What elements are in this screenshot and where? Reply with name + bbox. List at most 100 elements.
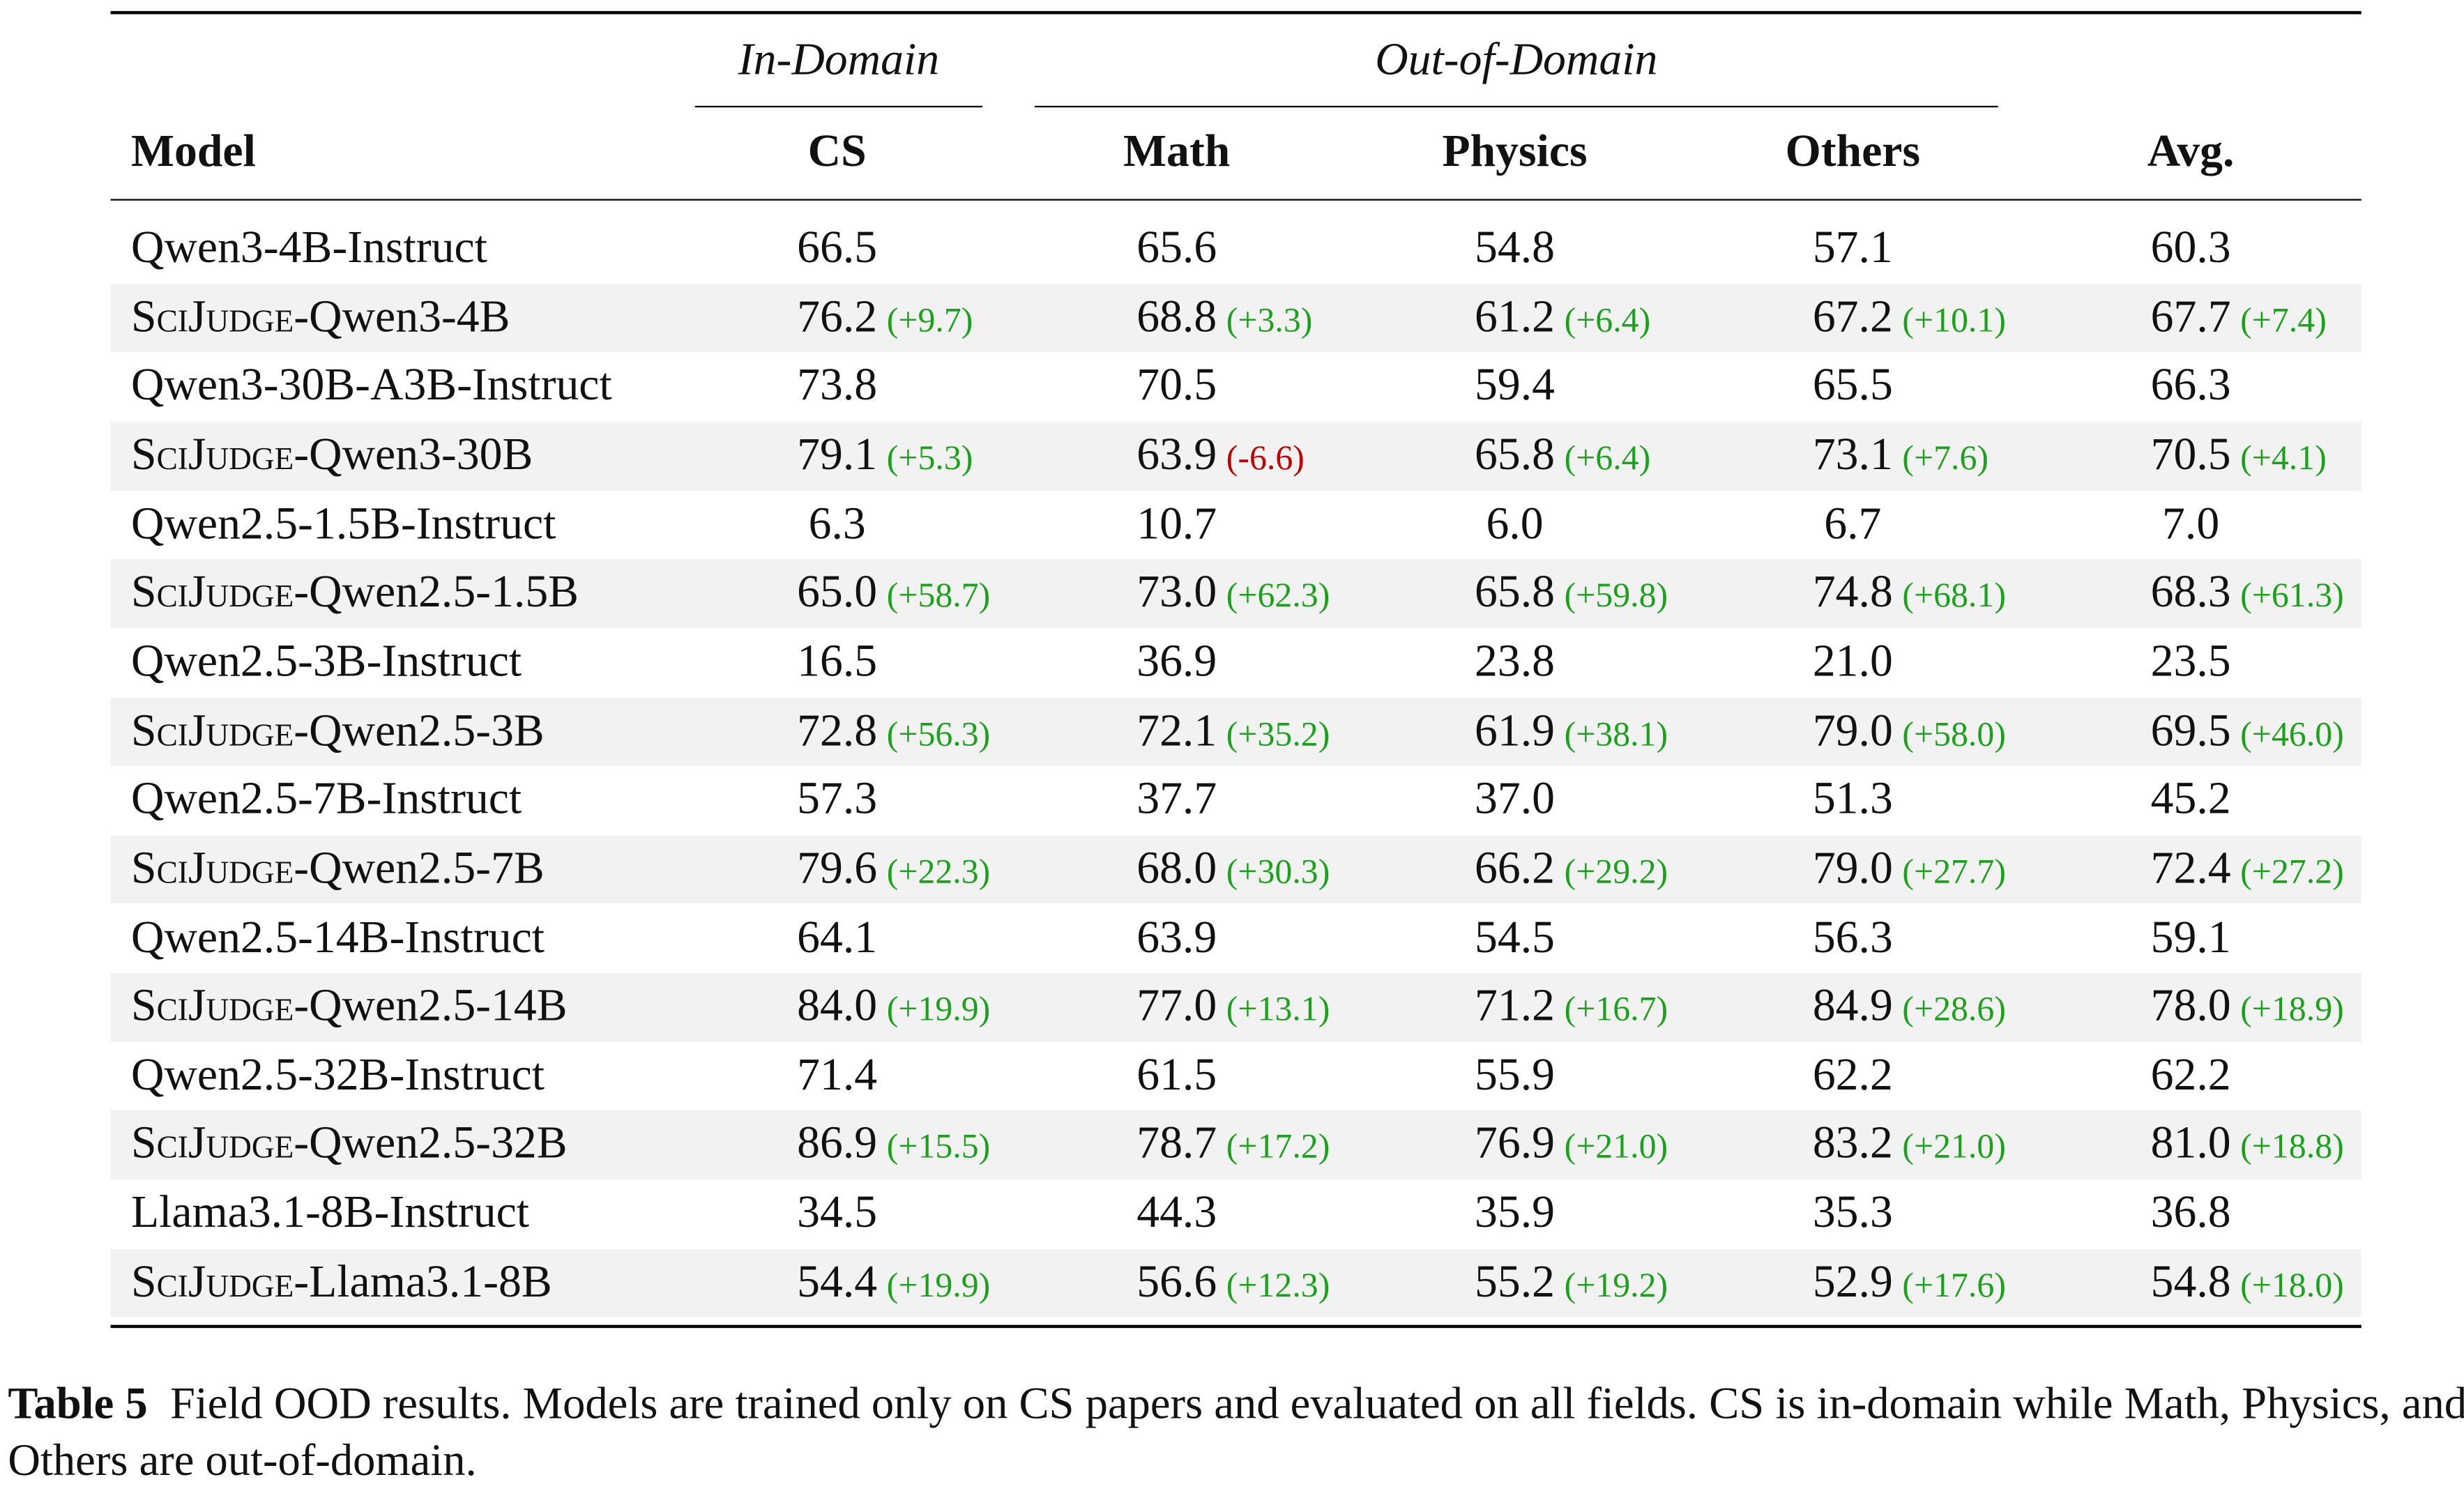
score-cell: 44.3	[1136, 1179, 1217, 1248]
model-suffix: -Qwen2.5-14B	[294, 981, 568, 1032]
score-cell: 37.0	[1475, 766, 1555, 835]
model-suffix: -Llama3.1-8B	[294, 1256, 552, 1308]
score-value: 54.8	[1475, 222, 1556, 273]
score-cell: 79.6 (+22.3)	[797, 835, 990, 904]
table-row: Qwen2.5-1.5B-Instruct 6.3 10.7 6.0 6.7 7.0	[111, 491, 2362, 560]
score-cell: 67.7 (+7.4)	[2151, 284, 2327, 353]
score-value: 23.5	[2150, 636, 2231, 687]
score-value: 71.2	[1475, 981, 1556, 1032]
score-value: 55.9	[1475, 1050, 1556, 1101]
score-cell: 35.9	[1475, 1179, 1555, 1248]
model-suffix: Qwen2.5-14B-Instruct	[131, 912, 545, 963]
score-cell: 76.2 (+9.7)	[797, 284, 973, 353]
score-cell: 21.0	[1813, 628, 1893, 697]
score-cell: 65.8 (+59.8)	[1475, 560, 1668, 629]
score-cell: 68.3 (+61.3)	[2151, 560, 2344, 629]
score-value: 10.7	[1136, 498, 1217, 549]
score-delta: (+4.1)	[2240, 437, 2327, 477]
score-cell: 7.0	[2162, 491, 2219, 560]
score-cell: 78.7 (+17.2)	[1136, 1111, 1330, 1180]
score-delta: (+6.4)	[1564, 299, 1651, 339]
model-suffix: Qwen2.5-3B-Instruct	[131, 636, 522, 687]
model-suffix: -Qwen2.5-32B	[294, 1118, 568, 1170]
table-row: SciJudge-Qwen3-30B 79.1 (+5.3) 63.9 (-6.6) 65…	[110, 421, 2362, 491]
score-delta: (+3.3)	[1226, 299, 1313, 339]
score-cell: 56.6 (+12.3)	[1136, 1248, 1330, 1317]
score-value: 84.9	[1812, 981, 1893, 1032]
score-delta: (+59.8)	[1564, 575, 1668, 615]
model-prefix: SciJudge	[131, 843, 294, 894]
score-delta: (+15.5)	[886, 1126, 991, 1166]
score-value: 78.7	[1136, 1118, 1217, 1170]
score-delta: (+61.3)	[2240, 575, 2344, 615]
score-delta: (+6.4)	[1564, 437, 1651, 477]
model-suffix: Llama3.1-8B-Instruct	[131, 1187, 530, 1239]
score-delta: (+30.3)	[1226, 850, 1330, 891]
score-cell: 65.8 (+6.4)	[1475, 422, 1650, 491]
model-name: Qwen3-30B-A3B-Instruct	[131, 353, 612, 422]
table-row: SciJudge-Qwen2.5-3B 72.8 (+56.3) 72.1 (+35.2…	[110, 697, 2362, 767]
score-value: 51.3	[1812, 774, 1893, 825]
table-row: Llama3.1-8B-Instruct 34.5 44.3 35.9 35.3 36.8	[111, 1179, 2362, 1248]
score-value: 68.0	[1136, 843, 1217, 894]
score-value: 72.4	[2150, 843, 2231, 894]
score-cell: 54.5	[1475, 904, 1555, 973]
model-suffix: -Qwen2.5-7B	[294, 843, 545, 894]
score-delta: (+5.3)	[886, 437, 973, 477]
score-cell: 61.5	[1136, 1042, 1217, 1111]
header-others: Others	[1785, 126, 1921, 177]
model-name: SciJudge-Qwen2.5-14B	[131, 973, 568, 1042]
score-cell: 61.9 (+38.1)	[1475, 697, 1668, 766]
score-value: 70.5	[1136, 360, 1217, 411]
score-value: 67.7	[2150, 291, 2231, 342]
score-cell: 86.9 (+15.5)	[797, 1111, 990, 1180]
score-delta: (+46.0)	[2240, 712, 2344, 753]
score-value: 59.4	[1475, 360, 1556, 411]
table-row: Qwen3-4B-Instruct 66.5 65.6 54.8 57.1 60.3	[111, 215, 2362, 284]
score-delta: (+58.7)	[886, 575, 991, 615]
score-value: 62.2	[1812, 1050, 1893, 1101]
model-prefix: SciJudge	[131, 705, 294, 756]
score-value: 36.9	[1136, 636, 1217, 687]
score-value: 44.3	[1136, 1187, 1217, 1239]
score-value: 45.2	[2150, 774, 2231, 825]
model-name: Qwen2.5-7B-Instruct	[131, 766, 522, 835]
score-value: 52.9	[1812, 1256, 1893, 1308]
cmid-rule-in-domain	[694, 105, 983, 108]
score-cell: 54.8 (+18.0)	[2151, 1248, 2344, 1317]
model-prefix: SciJudge	[131, 1118, 294, 1170]
header-rule	[110, 199, 2362, 201]
score-delta: (+17.6)	[1902, 1264, 2006, 1304]
top-rule	[110, 10, 2362, 15]
score-value: 78.0	[2150, 981, 2231, 1032]
score-delta: (+22.3)	[886, 850, 991, 891]
score-value: 65.5	[1812, 360, 1893, 411]
score-value: 68.8	[1136, 291, 1217, 342]
score-cell: 35.3	[1813, 1179, 1893, 1248]
score-value: 34.5	[797, 1187, 878, 1239]
score-value: 54.8	[2150, 1256, 2231, 1308]
score-value: 66.3	[2150, 360, 2231, 411]
score-delta: (+68.1)	[1902, 575, 2006, 615]
model-prefix: SciJudge	[131, 291, 294, 342]
score-cell: 71.2 (+16.7)	[1475, 973, 1668, 1042]
score-cell: 64.1	[797, 904, 877, 973]
score-value: 36.8	[2150, 1187, 2231, 1239]
table-row: Qwen2.5-3B-Instruct 16.5 36.9 23.8 21.0 23.5	[111, 628, 2362, 697]
score-value: 79.0	[1812, 843, 1893, 894]
model-name: Qwen3-4B-Instruct	[131, 215, 487, 284]
score-cell: 81.0 (+18.8)	[2151, 1111, 2344, 1180]
score-cell: 54.8	[1475, 215, 1555, 284]
score-cell: 16.5	[797, 628, 877, 697]
score-cell: 70.5	[1136, 353, 1217, 422]
score-delta: (+12.3)	[1226, 1264, 1330, 1304]
header-model: Model	[131, 126, 256, 177]
score-cell: 68.0 (+30.3)	[1136, 835, 1330, 904]
score-cell: 60.3	[2151, 215, 2231, 284]
score-cell: 62.2	[2151, 1042, 2231, 1111]
score-cell: 6.3	[809, 491, 866, 560]
score-cell: 73.8	[797, 353, 877, 422]
model-name: Qwen2.5-3B-Instruct	[131, 628, 522, 697]
model-suffix: -Qwen2.5-3B	[294, 705, 545, 756]
